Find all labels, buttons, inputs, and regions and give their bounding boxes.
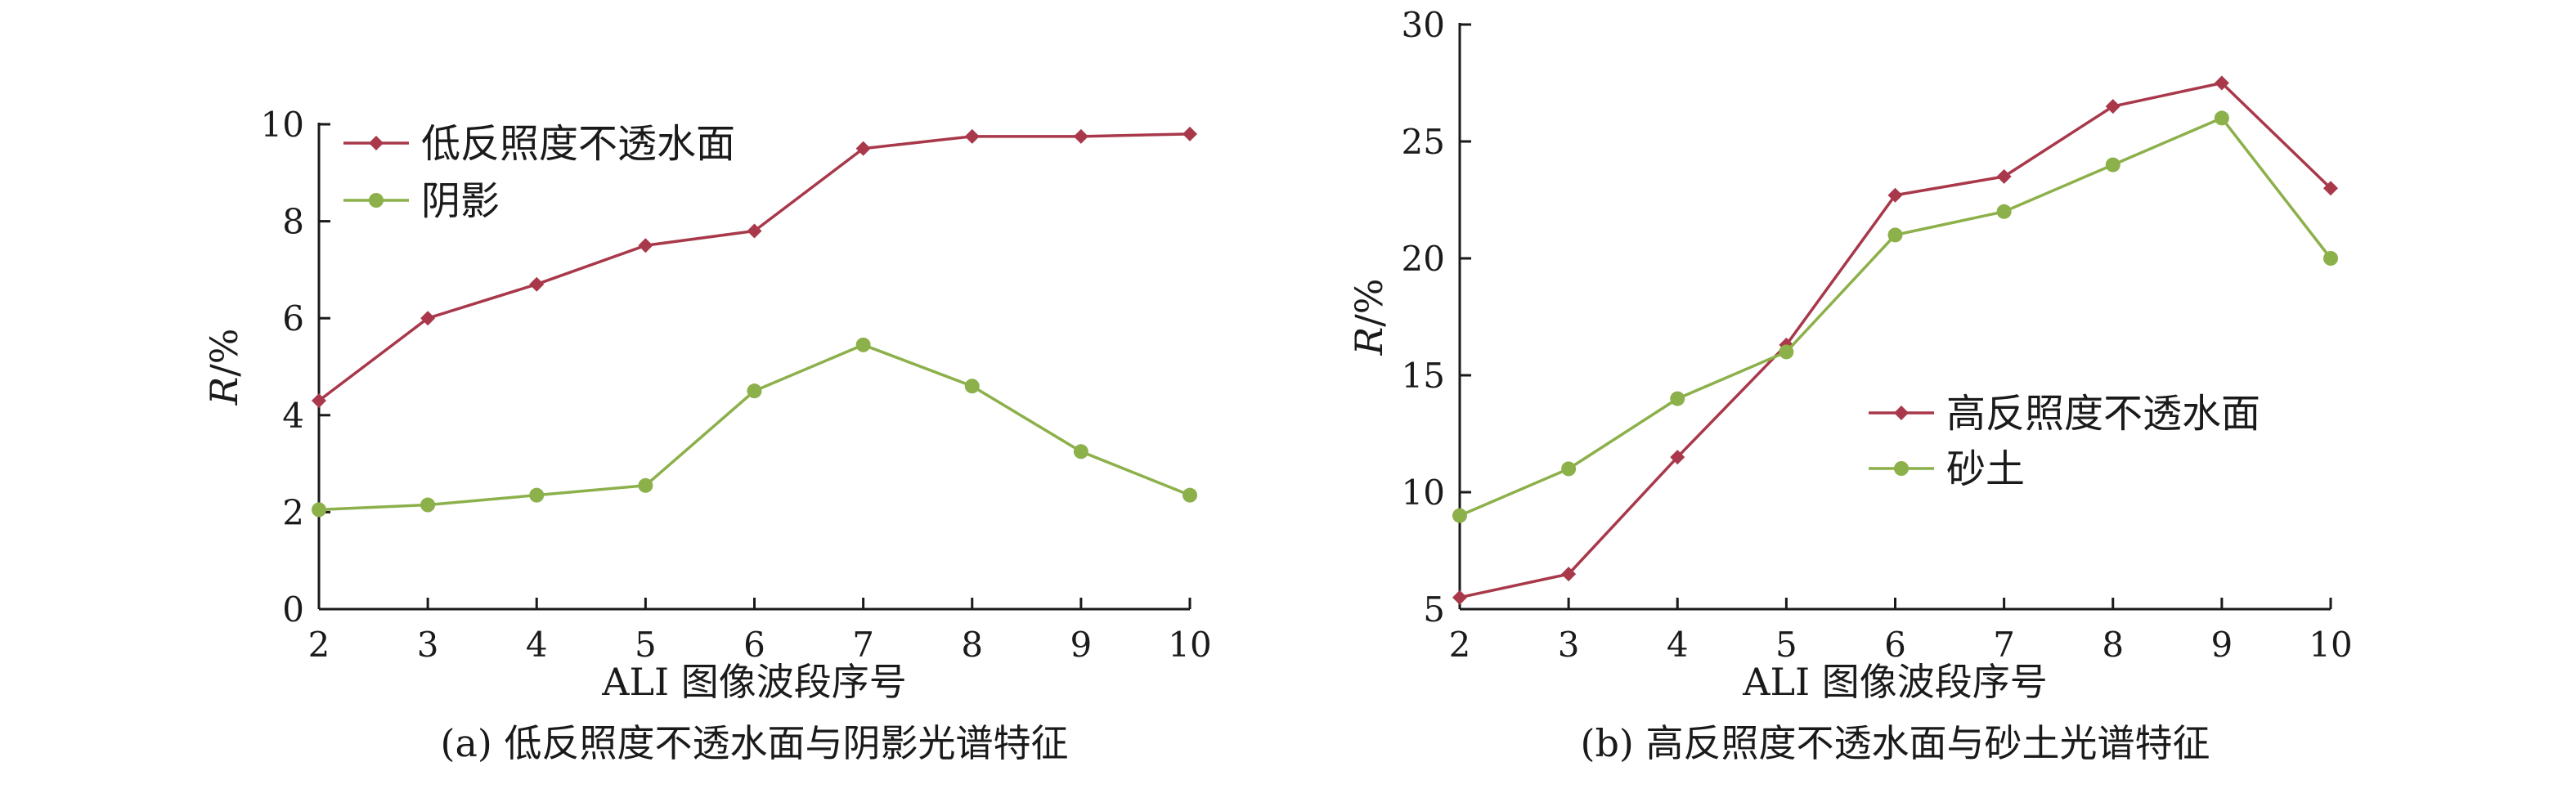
data-point <box>1561 567 1577 582</box>
x-tick-label: 7 <box>852 625 874 665</box>
data-point <box>1670 450 1685 465</box>
x-axis-title: ALI 图像波段序号 <box>1742 660 2048 704</box>
data-point <box>2214 110 2229 126</box>
legend-label: 阴影 <box>421 178 500 224</box>
legend-entry: 阴影 <box>343 178 500 224</box>
data-point <box>1073 128 1088 144</box>
legend-marker <box>369 136 384 150</box>
data-point <box>855 337 871 352</box>
data-point <box>1183 126 1197 141</box>
x-axis-title: ALI 图像波段序号 <box>601 660 907 704</box>
data-point <box>420 311 436 326</box>
data-point <box>747 383 762 399</box>
y-tick-label: 2 <box>282 492 304 532</box>
legend-label: 高反照度不透水面 <box>1946 391 2260 437</box>
x-tick-label: 10 <box>1168 625 1211 665</box>
series-line <box>1459 116 2332 518</box>
y-tick-label: 0 <box>282 590 304 630</box>
x-tick-label: 8 <box>961 625 983 665</box>
y-tick-label: 5 <box>1423 590 1445 630</box>
x-tick-label: 8 <box>2102 625 2124 665</box>
data-point <box>420 497 436 513</box>
legend-marker <box>369 193 384 208</box>
legend-entry: 低反照度不透水面 <box>343 121 735 167</box>
x-tick-label: 6 <box>1884 625 1906 665</box>
data-point <box>1183 487 1197 503</box>
x-tick-label: 7 <box>1993 625 2015 665</box>
data-point <box>964 128 980 144</box>
x-tick-label: 4 <box>526 625 548 665</box>
x-tick-label: 10 <box>2309 625 2352 665</box>
x-tick-label: 2 <box>308 625 330 665</box>
data-point <box>2323 251 2338 266</box>
x-tick-label: 2 <box>1449 625 1471 665</box>
data-point <box>312 393 326 409</box>
data-point <box>529 276 545 292</box>
series-line <box>317 132 1191 402</box>
data-point <box>1452 508 1467 523</box>
data-point <box>964 379 980 394</box>
y-tick-label: 20 <box>1402 239 1445 279</box>
series-2 <box>1452 110 2338 523</box>
data-point <box>638 238 653 253</box>
x-tick-label: 6 <box>743 625 765 665</box>
y-tick-label: 4 <box>282 396 304 436</box>
data-point <box>312 502 326 518</box>
data-point <box>1561 461 1577 477</box>
data-point <box>1670 391 1685 406</box>
legend-entry: 高反照度不透水面 <box>1869 391 2260 437</box>
chart-panel-b: 5 10 15 20 25 30 2 3 4 5 6 7 8 9 10 ALI 图像波段序号 R/% (b) 高反… <box>1347 5 2353 765</box>
legend-label: 低反照度不透水面 <box>421 121 735 167</box>
series-2 <box>312 337 1197 518</box>
data-point <box>1996 204 2012 219</box>
data-point <box>2214 75 2229 91</box>
x-tick-label: 3 <box>1558 625 1580 665</box>
data-point <box>2323 181 2338 196</box>
x-tick-label: 4 <box>1667 625 1689 665</box>
data-point <box>1779 344 1794 360</box>
x-tick-label: 5 <box>1775 625 1797 665</box>
y-tick-label: 10 <box>261 105 304 145</box>
data-point <box>2105 99 2120 114</box>
panel-caption: (b) 高反照度不透水面与砂土光谱特征 <box>1581 721 2210 765</box>
data-point <box>1887 227 1903 243</box>
legend-label: 砂土 <box>1946 446 2025 492</box>
legend-marker <box>1894 406 1909 420</box>
data-point <box>1452 590 1467 605</box>
x-tick-label: 9 <box>2211 625 2233 665</box>
data-point <box>747 223 762 239</box>
data-point <box>1073 444 1088 460</box>
y-tick-label: 25 <box>1402 122 1445 162</box>
y-tick-label: 6 <box>282 298 304 338</box>
series-line <box>318 343 1191 512</box>
y-axis-title: R/% <box>202 329 246 406</box>
data-point <box>1996 168 2012 184</box>
data-point <box>2105 157 2120 173</box>
y-tick-label: 30 <box>1402 5 1445 45</box>
series-line <box>1459 81 2332 599</box>
y-tick-label: 8 <box>282 202 304 242</box>
data-point <box>1887 187 1903 203</box>
y-axis-title: R/% <box>1347 279 1391 356</box>
series-1 <box>312 126 1197 409</box>
x-tick-label: 3 <box>417 625 439 665</box>
legend-entry: 砂土 <box>1869 446 2025 492</box>
y-tick-label: 15 <box>1402 356 1445 396</box>
panel-caption: (a) 低反照度不透水面与阴影光谱特征 <box>441 721 1069 765</box>
legend-marker <box>1894 461 1909 476</box>
data-point <box>855 141 871 156</box>
data-point <box>638 477 653 493</box>
data-point <box>529 487 545 503</box>
series-1 <box>1452 75 2338 605</box>
x-tick-label: 9 <box>1070 625 1093 665</box>
x-tick-label: 5 <box>635 625 657 665</box>
y-tick-label: 10 <box>1402 473 1445 513</box>
